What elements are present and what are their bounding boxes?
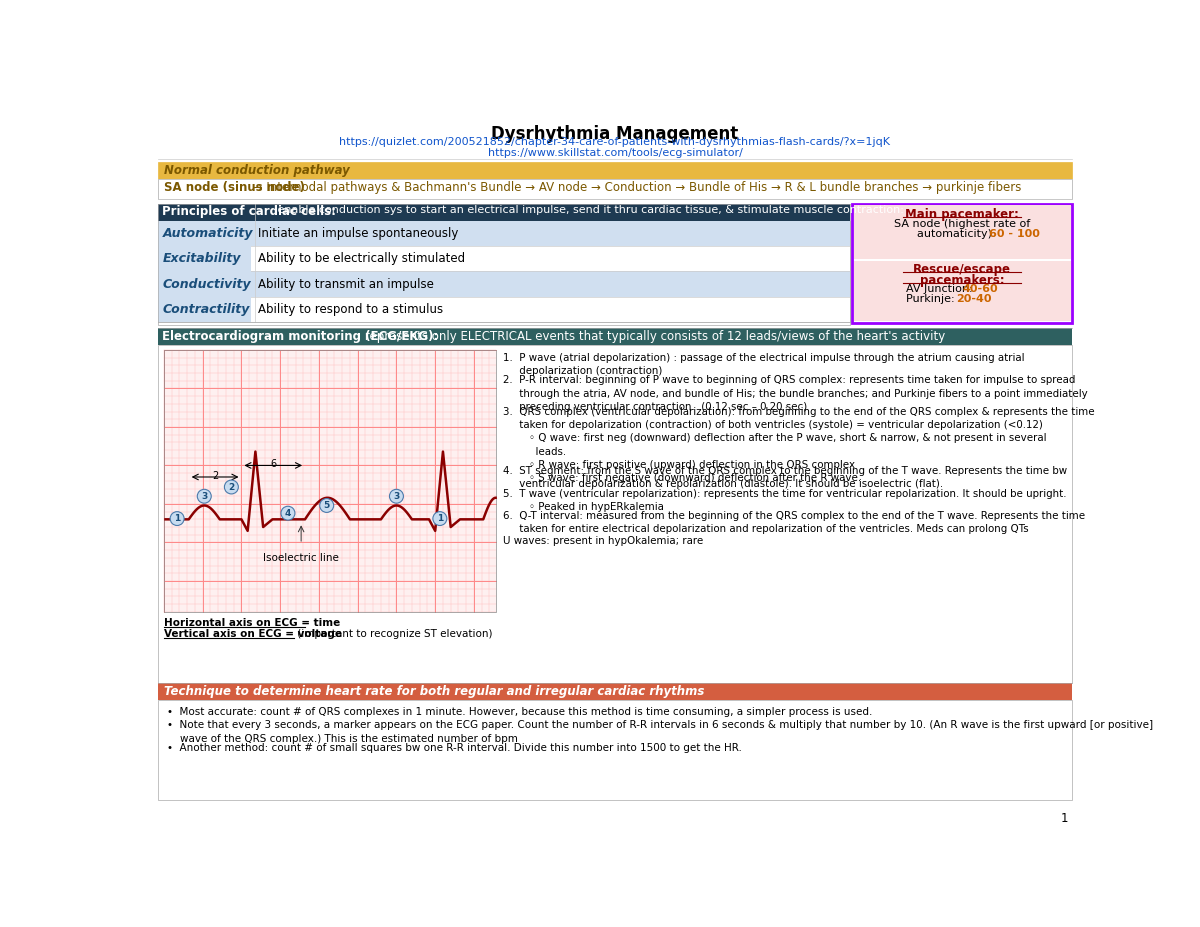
Text: Principles of cardiac cells:: Principles of cardiac cells: — [162, 205, 336, 218]
Bar — [157, 221, 850, 246]
Text: SA node (highest rate of: SA node (highest rate of — [894, 219, 1031, 229]
Bar — [157, 179, 1073, 199]
Bar — [157, 246, 251, 272]
Text: Horizontal axis on ECG = time: Horizontal axis on ECG = time — [164, 618, 341, 628]
Text: 1: 1 — [1061, 812, 1068, 825]
Text: Initiate an impulse spontaneously: Initiate an impulse spontaneously — [258, 227, 458, 240]
Bar — [157, 246, 850, 272]
Text: (important to recognize ST elevation): (important to recognize ST elevation) — [294, 629, 493, 639]
Text: •  Note that every 3 seconds, a marker appears on the ECG paper. Count the numbe: • Note that every 3 seconds, a marker ap… — [167, 720, 1153, 743]
Bar — [157, 328, 1073, 346]
Bar — [157, 682, 1073, 700]
Text: Main pacemaker:: Main pacemaker: — [905, 209, 1019, 222]
Text: Normal conduction pathway: Normal conduction pathway — [164, 163, 349, 177]
Text: 5.  T wave (ventricular repolarization): represents the time for ventricular rep: 5. T wave (ventricular repolarization): … — [503, 489, 1066, 512]
Circle shape — [224, 480, 239, 494]
Circle shape — [390, 489, 403, 503]
Text: 2: 2 — [212, 471, 218, 481]
Bar — [157, 700, 1073, 800]
Bar — [852, 204, 1073, 323]
Text: pacemakers:: pacemakers: — [920, 273, 1004, 286]
Bar — [157, 221, 850, 324]
Text: 2: 2 — [228, 482, 234, 491]
Text: •  Most accurate: count # of QRS complexes in 1 minute. However, because this me: • Most accurate: count # of QRS complexe… — [167, 707, 872, 717]
Bar — [157, 204, 850, 221]
Text: Purkinje:: Purkinje: — [906, 295, 958, 304]
Bar — [157, 272, 251, 297]
Text: SA node (sinus node): SA node (sinus node) — [164, 181, 305, 194]
Bar — [157, 162, 1073, 179]
Circle shape — [170, 512, 184, 526]
Text: 1: 1 — [174, 514, 180, 523]
Circle shape — [433, 512, 446, 526]
Text: 60 - 100: 60 - 100 — [989, 229, 1039, 239]
Text: Conductivity: Conductivity — [162, 277, 251, 290]
Text: Ability to respond to a stimulus: Ability to respond to a stimulus — [258, 303, 444, 316]
Text: https://quizlet.com/200521852/chapter-34-care-of-patients-with-dysrhythmias-flas: https://quizlet.com/200521852/chapter-34… — [340, 137, 890, 147]
Bar — [157, 346, 1073, 682]
Text: Rescue/escape: Rescue/escape — [913, 263, 1012, 276]
Text: Dysrhythmia Management: Dysrhythmia Management — [491, 125, 739, 143]
Text: AV Junction:: AV Junction: — [906, 285, 976, 295]
Text: Contractility: Contractility — [162, 303, 250, 316]
Text: 3.  QRS complex (ventricular depolarization): from beginning to the end of the Q: 3. QRS complex (ventricular depolarizati… — [503, 407, 1094, 483]
Text: 20-40: 20-40 — [956, 295, 991, 304]
Text: 1.  P wave (atrial depolarization) : passage of the electrical impulse through t: 1. P wave (atrial depolarization) : pass… — [503, 353, 1024, 376]
Bar — [157, 297, 850, 323]
Text: Vertical axis on ECG = voltage: Vertical axis on ECG = voltage — [164, 629, 342, 639]
Text: Automaticity: Automaticity — [162, 227, 253, 240]
Text: Ability to transmit an impulse: Ability to transmit an impulse — [258, 277, 434, 290]
Text: 2.  P-R interval: beginning of P wave to beginning of QRS complex: represents ti: 2. P-R interval: beginning of P wave to … — [503, 375, 1087, 412]
Text: automaticity):: automaticity): — [917, 229, 1000, 239]
Bar — [157, 272, 850, 297]
Text: enable conduction sys to start an electrical impulse, send it thru cardiac tissu: enable conduction sys to start an electr… — [274, 205, 904, 215]
Text: 1: 1 — [437, 514, 443, 523]
Text: 4: 4 — [284, 509, 292, 517]
Text: 6.  Q-T interval: measured from the beginning of the QRS complex to the end of t: 6. Q-T interval: measured from the begin… — [503, 511, 1085, 534]
Text: represents only ELECTRICAL events that typically consists of 12 leads/views of t: represents only ELECTRICAL events that t… — [361, 330, 946, 343]
Text: •  Another method: count # of small squares bw one R-R interval. Divide this num: • Another method: count # of small squar… — [167, 743, 742, 754]
Bar — [853, 261, 1070, 322]
Bar — [853, 205, 1070, 259]
Text: 3: 3 — [394, 491, 400, 501]
Text: U waves: present in hypOkalemia; rare: U waves: present in hypOkalemia; rare — [503, 537, 703, 546]
Bar — [164, 349, 496, 612]
Text: https://www.skillstat.com/tools/ecg-simulator/: https://www.skillstat.com/tools/ecg-simu… — [487, 148, 743, 159]
Text: Electrocardiogram monitoring (ECG/EKG):: Electrocardiogram monitoring (ECG/EKG): — [162, 330, 439, 343]
Bar — [164, 349, 496, 612]
Bar — [157, 221, 251, 246]
Text: 4.  ST segment: from the S wave of the QRS complex to the beginning of the T wav: 4. ST segment: from the S wave of the QR… — [503, 466, 1067, 489]
Text: 3: 3 — [202, 491, 208, 501]
Bar — [157, 297, 251, 323]
Text: → Internodal pathways & Bachmann's Bundle → AV node → Conduction → Bundle of His: → Internodal pathways & Bachmann's Bundl… — [250, 181, 1021, 194]
Text: 40-60: 40-60 — [962, 285, 998, 295]
Text: Ability to be electrically stimulated: Ability to be electrically stimulated — [258, 252, 466, 265]
Text: 6: 6 — [270, 459, 276, 469]
Text: Technique to determine heart rate for both regular and irregular cardiac rhythms: Technique to determine heart rate for bo… — [164, 685, 704, 698]
Circle shape — [281, 506, 295, 520]
Circle shape — [197, 489, 211, 503]
Text: Isoelectric line: Isoelectric line — [263, 553, 340, 564]
Circle shape — [319, 499, 334, 513]
Text: 5: 5 — [324, 501, 330, 510]
Text: Excitability: Excitability — [162, 252, 241, 265]
